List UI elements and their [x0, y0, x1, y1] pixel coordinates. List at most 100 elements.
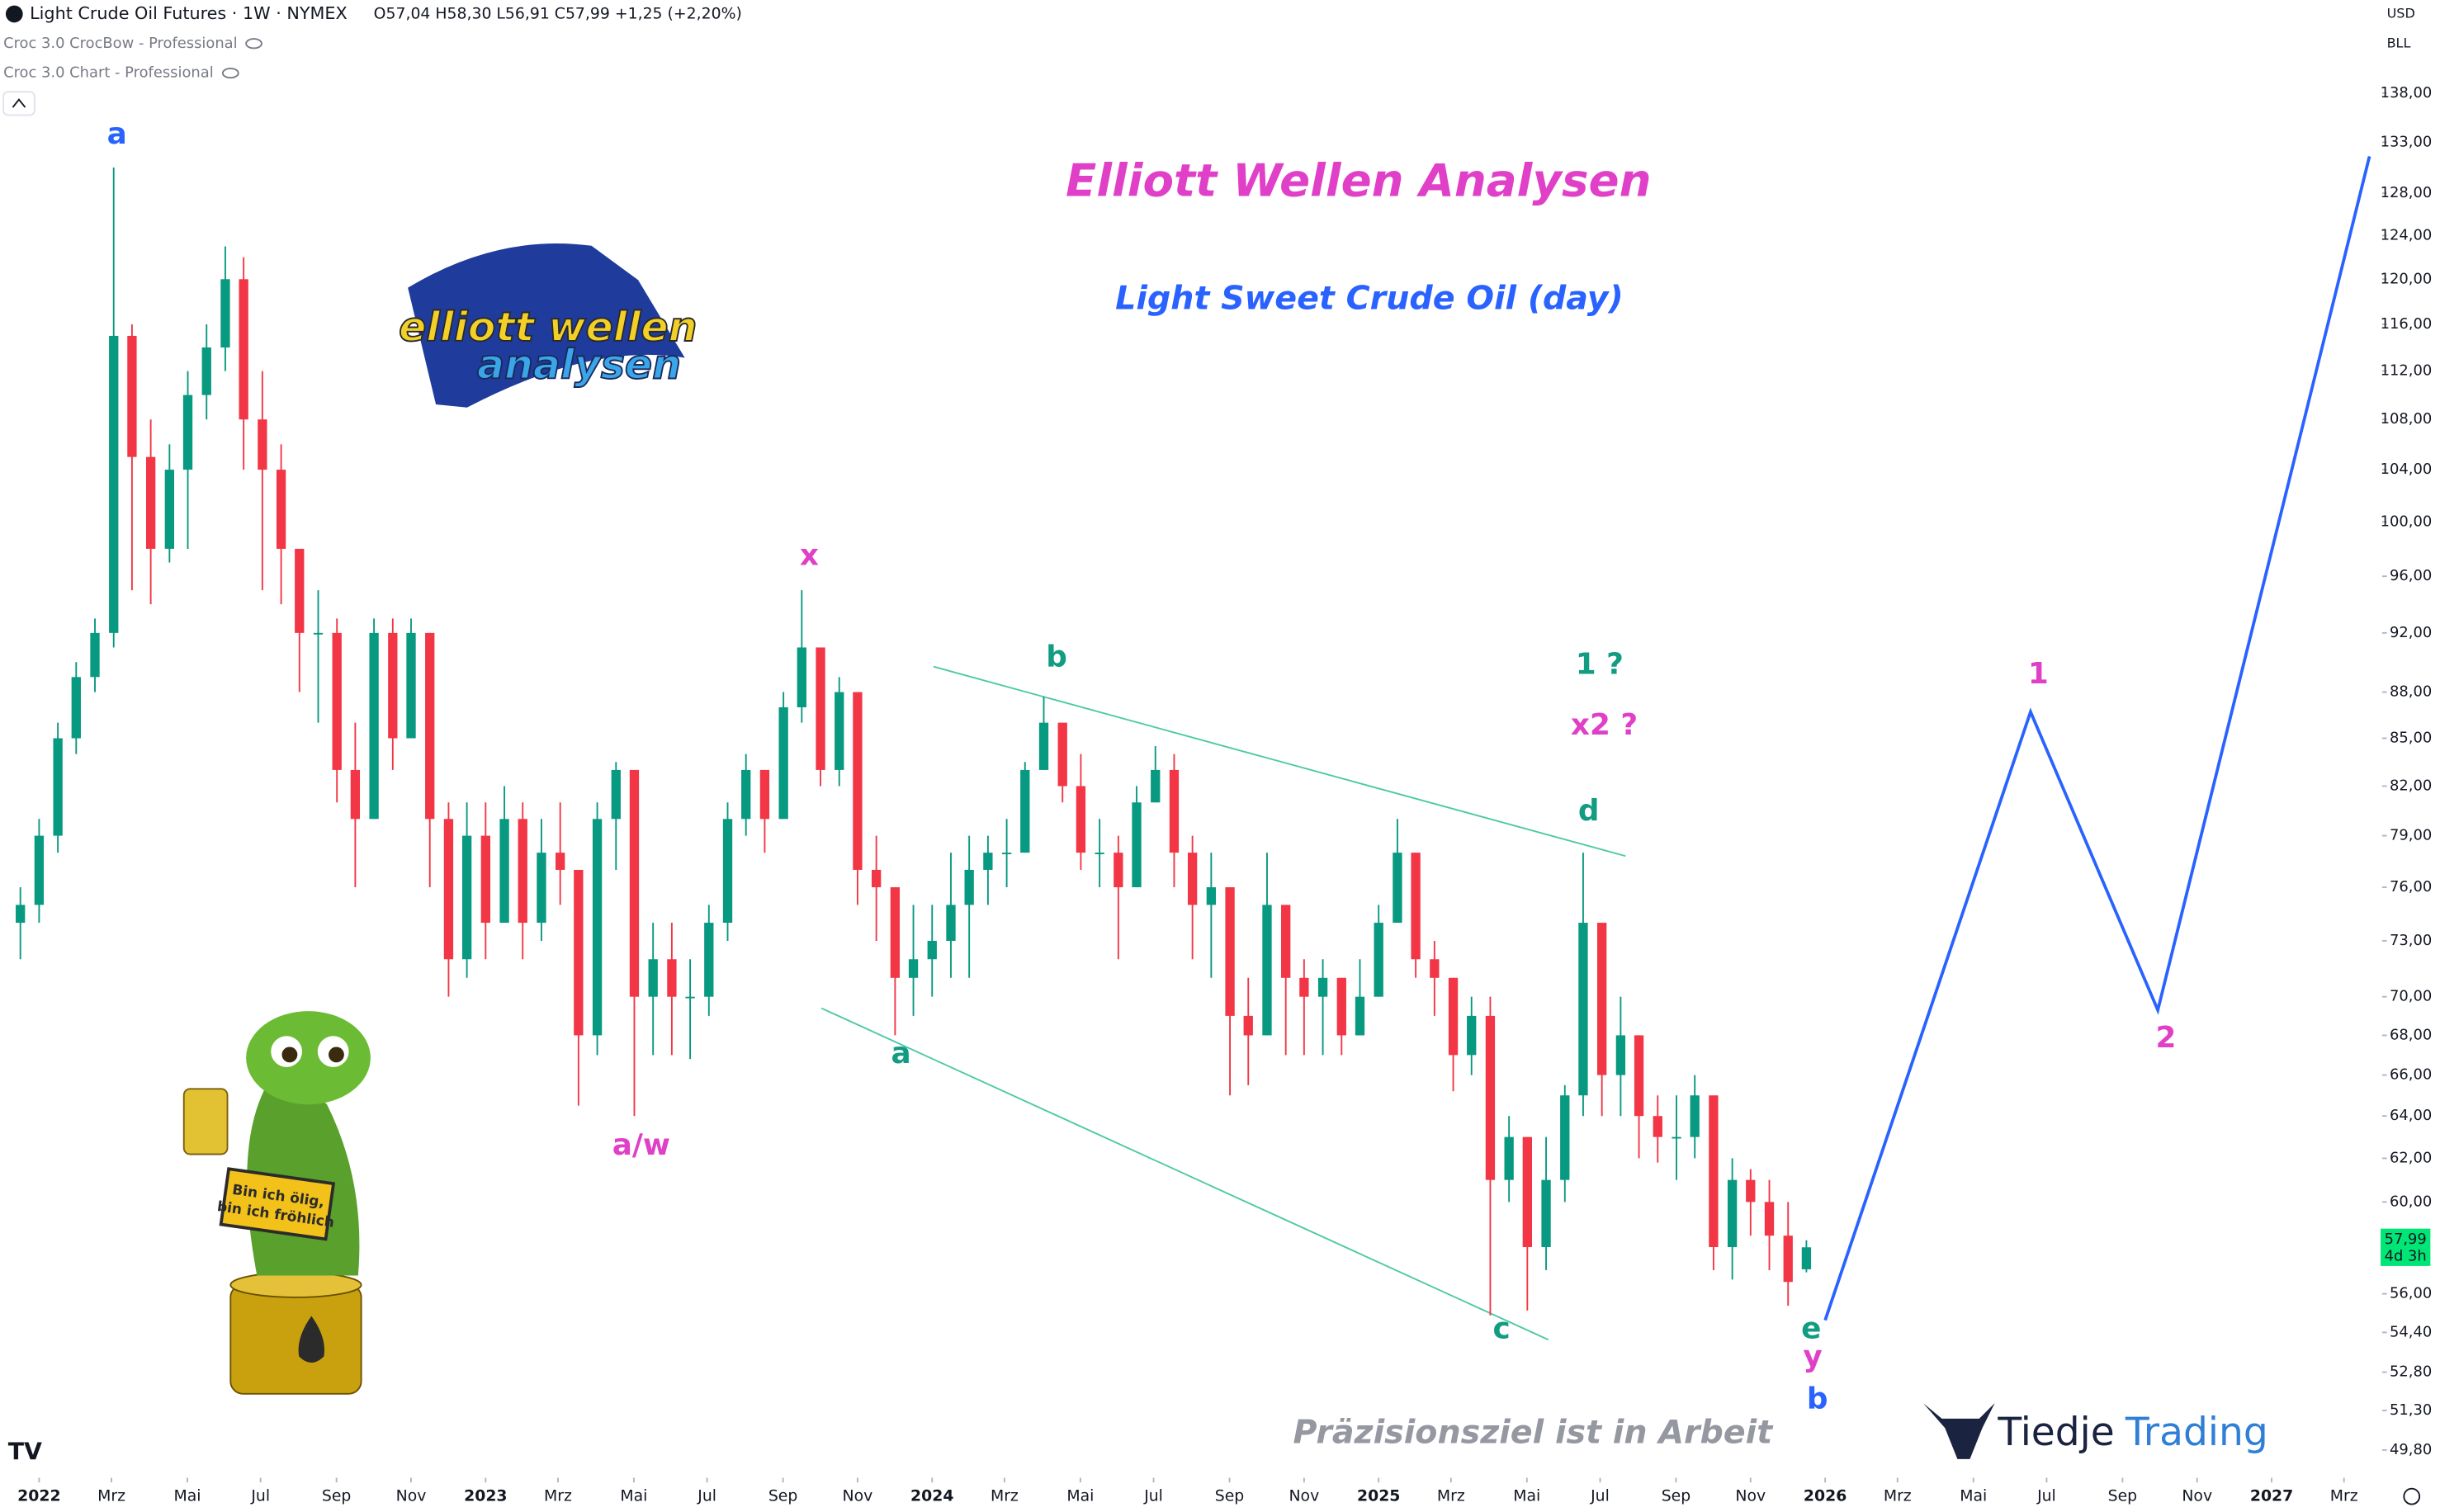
- price-tag-label: 57,99: [2385, 1231, 2427, 1248]
- y-tick-label: 76,00: [2390, 878, 2432, 895]
- hide-icon[interactable]: [245, 38, 262, 50]
- countdown: 4d 3h: [2385, 1248, 2427, 1265]
- y-tick-label: 52,80: [2390, 1363, 2432, 1381]
- candle-body: [1746, 1179, 1756, 1203]
- barrel-top: [229, 1271, 362, 1298]
- y-tick-label: 62,00: [2390, 1149, 2432, 1166]
- collapse-icon: [12, 98, 26, 108]
- y-tick-label: 51,30: [2390, 1401, 2432, 1419]
- x-tick-label: Mai: [1513, 1488, 1540, 1505]
- candle-body: [313, 632, 324, 635]
- tiedje-logo: Tiedje Trading: [1922, 1403, 2268, 1459]
- x-tick-label: Nov: [843, 1488, 873, 1505]
- candle-body: [443, 819, 454, 960]
- x-tick-label: Mrz: [544, 1488, 572, 1505]
- candle-body: [1485, 1015, 1496, 1180]
- tradingview-logo: TV: [8, 1438, 42, 1465]
- candle-body: [1634, 1035, 1644, 1117]
- candle-body: [685, 996, 695, 999]
- candle-body: [295, 548, 305, 633]
- candle-body: [127, 335, 137, 457]
- candle-body: [871, 869, 882, 888]
- candle-body: [648, 959, 658, 997]
- currency[interactable]: USD: [2387, 5, 2415, 21]
- candle-body: [182, 395, 193, 470]
- unit[interactable]: BLL: [2387, 35, 2411, 50]
- y-tick-label: 56,00: [2390, 1285, 2432, 1302]
- candle-body: [629, 769, 640, 997]
- y-tick-label: 60,00: [2390, 1193, 2432, 1210]
- candle-body: [592, 819, 603, 1036]
- candle-body: [611, 769, 621, 820]
- y-tick-label: 116,00: [2381, 315, 2433, 333]
- settings-icon[interactable]: [2403, 1487, 2421, 1505]
- indicator[interactable]: Croc 3.0 CrocBow - Professional: [3, 35, 238, 52]
- candle-body: [1281, 905, 1291, 978]
- y-tick-label: 70,00: [2390, 988, 2432, 1005]
- wave-label: b: [1807, 1382, 1828, 1415]
- y-tick-label: 128,00: [2381, 184, 2433, 201]
- candle-body: [835, 692, 844, 770]
- wave-label: 1: [2028, 657, 2049, 691]
- y-tick-label: 79,00: [2390, 827, 2432, 844]
- x-tick-label: Mai: [1960, 1488, 1987, 1505]
- candle-body: [1430, 959, 1440, 978]
- candle-body: [1317, 977, 1328, 997]
- candle-body: [201, 347, 211, 395]
- candle-body: [34, 835, 45, 905]
- x-tick-label: Jul: [697, 1488, 716, 1505]
- candle-body: [1132, 802, 1142, 888]
- bull-icon: [1922, 1403, 1995, 1459]
- candle-body: [425, 632, 435, 820]
- candle-body: [1560, 1095, 1570, 1180]
- candle-body: [1299, 977, 1309, 997]
- x-tick-label: Jul: [2036, 1488, 2056, 1505]
- candle-body: [145, 456, 156, 549]
- candle-body: [722, 819, 733, 924]
- wave-label: c: [1493, 1311, 1511, 1345]
- candle-body: [908, 959, 919, 978]
- wave-label: a: [107, 117, 127, 151]
- x-tick-label: 2024: [910, 1488, 953, 1505]
- candle-body: [1541, 1179, 1551, 1248]
- candle-body: [1169, 769, 1180, 853]
- hide-icon[interactable]: [221, 67, 239, 79]
- x-tick-label: Nov: [2182, 1488, 2212, 1505]
- candle-body: [1764, 1202, 1775, 1236]
- y-tick-label: 54,40: [2390, 1323, 2432, 1340]
- symbol[interactable]: Light Crude Oil Futures · 1W · NYMEX: [30, 3, 348, 23]
- note: Präzisionsziel ist in Arbeit: [1293, 1413, 1775, 1451]
- candle-body: [1095, 853, 1104, 855]
- y-tick-label: 49,80: [2390, 1441, 2432, 1458]
- indicator[interactable]: Croc 3.0 Chart - Professional: [3, 64, 214, 82]
- logo-text: analysen: [477, 341, 681, 388]
- x-tick-label: 2023: [464, 1488, 507, 1505]
- candle-body: [1187, 853, 1198, 905]
- candle-body: [1114, 853, 1123, 888]
- candle-body: [109, 335, 119, 633]
- candle-body: [1151, 769, 1161, 803]
- candle-body: [258, 419, 267, 470]
- symbol-icon: [5, 5, 23, 23]
- candle-body: [1001, 853, 1012, 855]
- candle-body: [1522, 1136, 1532, 1248]
- x-tick-label: Mrz: [1437, 1488, 1465, 1505]
- candle-body: [350, 769, 361, 820]
- wave-label: d: [1578, 794, 1600, 828]
- candle-body: [1206, 887, 1217, 905]
- candle-body: [1727, 1179, 1738, 1248]
- collapse-button[interactable]: [2, 91, 35, 116]
- wave-label: b: [1046, 640, 1067, 673]
- candle-body: [964, 869, 974, 905]
- x-tick-label: Jul: [1590, 1488, 1610, 1505]
- candle-body: [704, 923, 714, 997]
- y-tick-label: 96,00: [2390, 567, 2432, 584]
- y-tick-label: 66,00: [2390, 1066, 2432, 1084]
- pupil: [329, 1047, 344, 1063]
- candle-body: [946, 905, 956, 941]
- candle-body: [1504, 1136, 1514, 1180]
- y-tick-label: 100,00: [2381, 513, 2433, 530]
- price-tag: [2381, 1228, 2431, 1266]
- candle-body: [461, 835, 472, 960]
